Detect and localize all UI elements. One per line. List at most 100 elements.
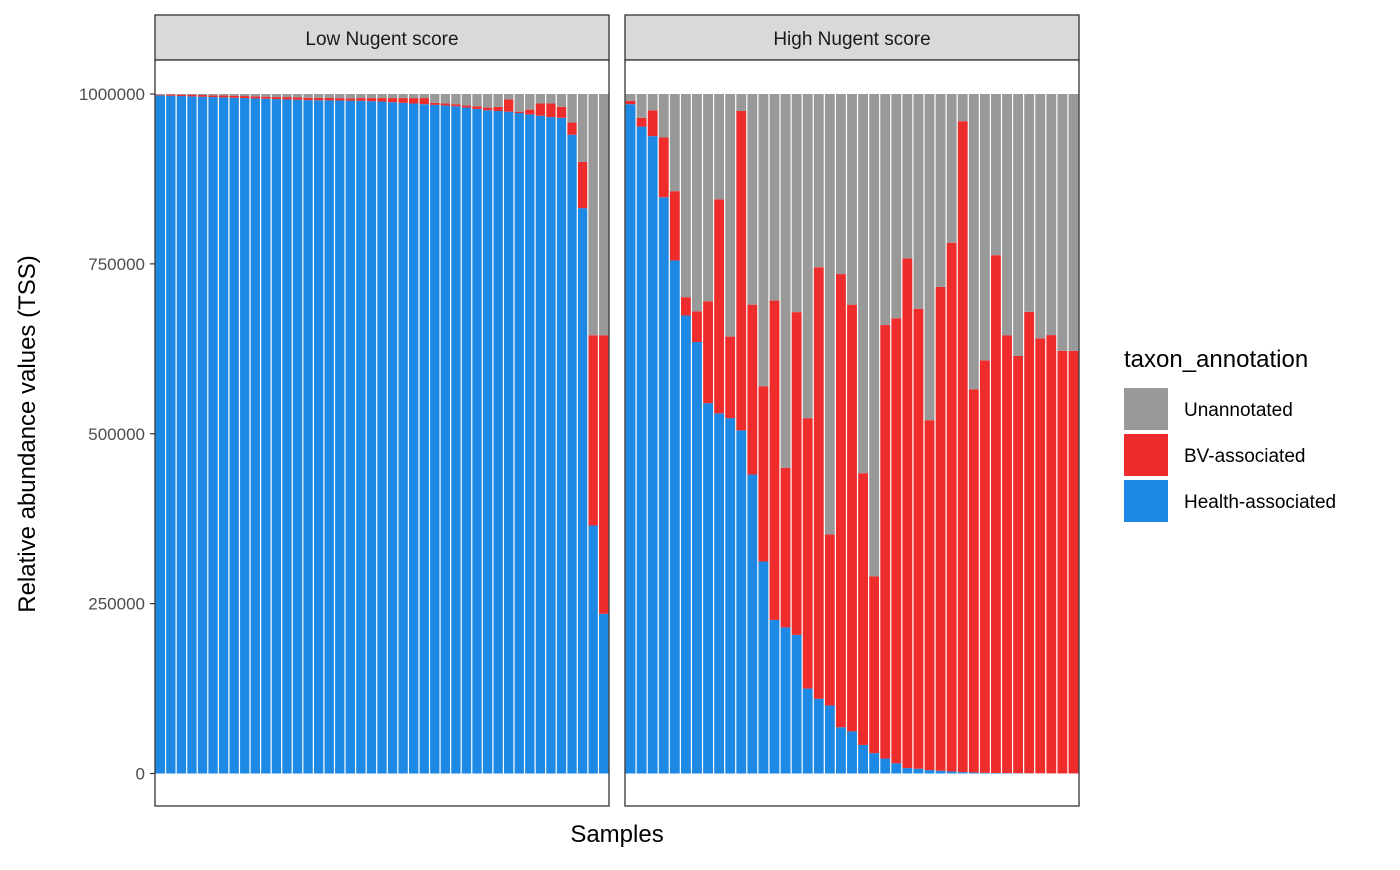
x-axis-title: Samples [570,821,663,848]
bar-health-associated [714,413,724,773]
bar-bv-associated [1002,335,1012,773]
bar-health-associated [346,101,355,774]
bar-bv-associated [483,108,492,111]
bar-health-associated [969,772,979,773]
y-tick-label: 750000 [88,255,145,274]
bar-bv-associated [599,335,608,614]
bar-bv-associated [314,98,323,100]
bar-bv-associated [388,98,397,102]
bar-bv-associated [692,311,702,342]
bar-health-associated [420,104,429,773]
bar-unannotated [282,94,291,97]
bar-health-associated [803,689,813,774]
bar-unannotated [825,94,835,534]
bar-health-associated [637,127,647,774]
bar-health-associated [536,116,545,774]
legend-item: Health-associated [1124,480,1336,522]
bar-bv-associated [346,98,355,100]
bar-bv-associated [991,255,1001,773]
bar-health-associated [314,100,323,773]
bar-bv-associated [515,112,524,113]
bar-bv-associated [936,287,946,771]
bar-unannotated [451,94,460,104]
bar-health-associated [462,108,471,774]
bar-bv-associated [325,98,334,100]
bar-health-associated [567,135,576,774]
bar-unannotated [525,94,534,110]
legend: taxon_annotation UnannotatedBV-associate… [1124,346,1336,522]
bar-health-associated [626,104,636,773]
bar-unannotated [557,94,566,107]
bar-bv-associated [637,118,647,127]
bar-unannotated [208,94,217,95]
bar-unannotated [177,94,186,95]
bar-health-associated [891,763,901,773]
bar-unannotated [670,94,680,191]
bar-bv-associated [747,305,757,475]
bar-bv-associated [858,473,868,745]
bar-health-associated [166,96,175,774]
bar-bv-associated [659,137,669,197]
bar-health-associated [198,97,207,774]
bar-unannotated [462,94,471,106]
bar-health-associated [814,699,824,774]
bar-unannotated [869,94,879,576]
bar-unannotated [969,94,979,389]
bar-bv-associated [681,297,691,315]
bar-health-associated [670,260,680,773]
y-tick-label: 500000 [88,425,145,444]
bar-health-associated [451,106,460,773]
bar-unannotated [781,94,791,468]
bar-health-associated [546,117,555,773]
bar-health-associated [792,635,802,774]
bar-bv-associated [504,99,513,111]
bar-bv-associated [869,576,879,753]
bar-unannotated [398,94,407,98]
bar-unannotated [377,94,386,98]
bar-bv-associated [261,97,270,99]
bar-unannotated [936,94,946,287]
bar-unannotated [747,94,757,305]
bar-bv-associated [825,534,835,705]
legend-key [1124,480,1168,522]
bar-unannotated [430,94,439,103]
bar-bv-associated [781,468,791,628]
bar-unannotated [847,94,857,305]
facet-strip-label: High Nugent score [773,29,930,50]
bar-unannotated [659,94,669,137]
bar-unannotated [626,94,636,101]
bar-health-associated [599,614,608,774]
bar-health-associated [525,114,534,773]
bar-unannotated [637,94,647,118]
bar-unannotated [891,94,901,318]
bar-bv-associated [409,98,418,103]
bar-unannotated [219,94,228,95]
bar-bv-associated [969,389,979,772]
bar-bv-associated [891,318,901,763]
bar-health-associated [282,99,291,773]
bar-bv-associated [240,96,249,98]
bar-bv-associated [1035,338,1045,773]
bar-unannotated [546,94,555,104]
bar-bv-associated [1013,356,1023,773]
bar-unannotated [356,94,365,98]
bar-bv-associated [251,96,260,98]
bar-bv-associated [648,110,658,136]
bar-bv-associated [493,107,502,111]
bar-unannotated [314,94,323,98]
bar-bv-associated [880,325,890,759]
bar-health-associated [156,95,165,773]
bar-bv-associated [670,191,680,260]
legend-label: Health-associated [1184,492,1336,513]
bar-unannotated [536,94,545,104]
bar-unannotated [325,94,334,98]
bar-health-associated [770,620,780,774]
bar-unannotated [198,94,207,95]
bar-bv-associated [293,97,302,99]
bar-bv-associated [758,386,768,561]
bar-health-associated [303,100,312,773]
bar-unannotated [692,94,702,311]
bar-unannotated [367,94,376,98]
